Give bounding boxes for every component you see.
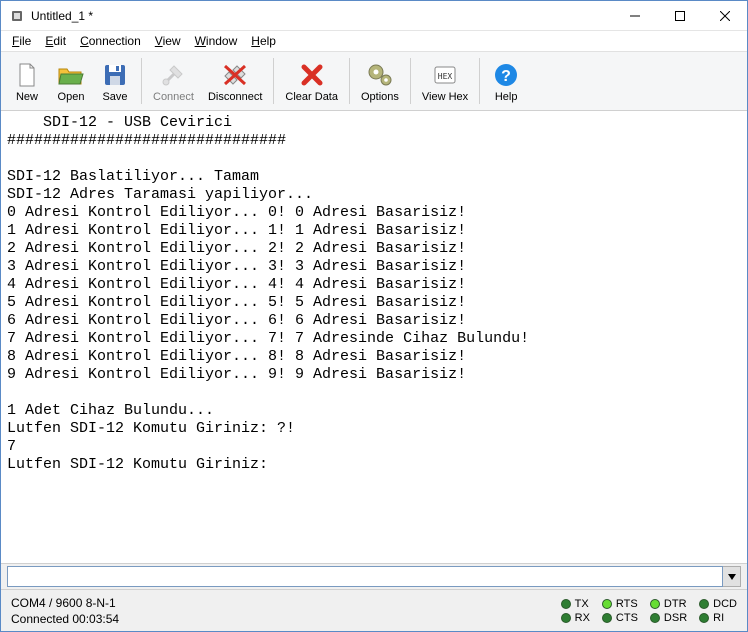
disconnect-button[interactable]: Disconnect: [201, 54, 269, 108]
new-file-icon: [12, 60, 42, 90]
led-tx: TX: [561, 598, 590, 610]
status-connection: Connected 00:03:54: [11, 611, 561, 627]
plug-disconnect-icon: [220, 60, 250, 90]
led-dtr: DTR: [650, 598, 687, 610]
menu-connection[interactable]: Connection: [73, 32, 148, 50]
save-icon: [100, 60, 130, 90]
status-port: COM4 / 9600 8-N-1: [11, 595, 561, 611]
led-dcd: DCD: [699, 598, 737, 610]
open-label: Open: [58, 91, 85, 103]
svg-text:HEX: HEX: [438, 72, 453, 81]
toolbar-separator: [273, 58, 274, 104]
help-button[interactable]: ? Help: [484, 54, 528, 108]
disconnect-label: Disconnect: [208, 91, 262, 103]
clear-data-button[interactable]: Clear Data: [278, 54, 345, 108]
options-button[interactable]: Options: [354, 54, 406, 108]
led-dot-icon: [650, 613, 660, 623]
save-label: Save: [102, 91, 127, 103]
window-title: Untitled_1 *: [31, 9, 612, 23]
led-dot-icon: [602, 613, 612, 623]
led-dot-icon: [561, 613, 571, 623]
status-leds: TX RX RTS CTS DTR DSR DCD RI: [561, 598, 737, 624]
menu-window[interactable]: Window: [188, 32, 245, 50]
menu-help[interactable]: Help: [244, 32, 283, 50]
maximize-button[interactable]: [657, 1, 702, 30]
led-rx: RX: [561, 612, 590, 624]
input-history-dropdown[interactable]: [723, 566, 741, 587]
toolbar-separator: [141, 58, 142, 104]
status-left: COM4 / 9600 8-N-1 Connected 00:03:54: [11, 595, 561, 627]
led-dot-icon: [699, 599, 709, 609]
menu-view[interactable]: View: [148, 32, 188, 50]
led-dsr: DSR: [650, 612, 687, 624]
app-icon: [9, 8, 25, 24]
svg-text:?: ?: [501, 68, 511, 85]
open-button[interactable]: Open: [49, 54, 93, 108]
led-cts: CTS: [602, 612, 638, 624]
window-buttons: [612, 1, 747, 30]
viewhex-label: View Hex: [422, 91, 468, 103]
led-dot-icon: [602, 599, 612, 609]
led-ri: RI: [699, 612, 737, 624]
plug-connect-icon: [158, 60, 188, 90]
view-hex-button[interactable]: HEX View Hex: [415, 54, 475, 108]
clear-icon: [297, 60, 327, 90]
help-label: Help: [495, 91, 518, 103]
connect-label: Connect: [153, 91, 194, 103]
help-icon: ?: [491, 60, 521, 90]
minimize-button[interactable]: [612, 1, 657, 30]
toolbar: New Open Save Connect Disconnect Clear D…: [1, 51, 747, 111]
toolbar-separator: [349, 58, 350, 104]
menubar: File Edit Connection View Window Help: [1, 31, 747, 51]
clear-label: Clear Data: [285, 91, 338, 103]
statusbar: COM4 / 9600 8-N-1 Connected 00:03:54 TX …: [1, 589, 747, 631]
new-button[interactable]: New: [5, 54, 49, 108]
command-input[interactable]: [7, 566, 723, 587]
titlebar: Untitled_1 *: [1, 1, 747, 31]
command-input-row: [1, 563, 747, 589]
new-label: New: [16, 91, 38, 103]
led-dot-icon: [650, 599, 660, 609]
terminal-output: SDI-12 - USB Cevirici ##################…: [1, 111, 747, 563]
close-button[interactable]: [702, 1, 747, 30]
menu-edit[interactable]: Edit: [38, 32, 73, 50]
toolbar-separator: [479, 58, 480, 104]
gear-icon: [365, 60, 395, 90]
led-dot-icon: [699, 613, 709, 623]
led-rts: RTS: [602, 598, 638, 610]
folder-open-icon: [56, 60, 86, 90]
options-label: Options: [361, 91, 399, 103]
menu-file[interactable]: File: [5, 32, 38, 50]
hex-icon: HEX: [430, 60, 460, 90]
toolbar-separator: [410, 58, 411, 104]
led-dot-icon: [561, 599, 571, 609]
save-button[interactable]: Save: [93, 54, 137, 108]
connect-button: Connect: [146, 54, 201, 108]
